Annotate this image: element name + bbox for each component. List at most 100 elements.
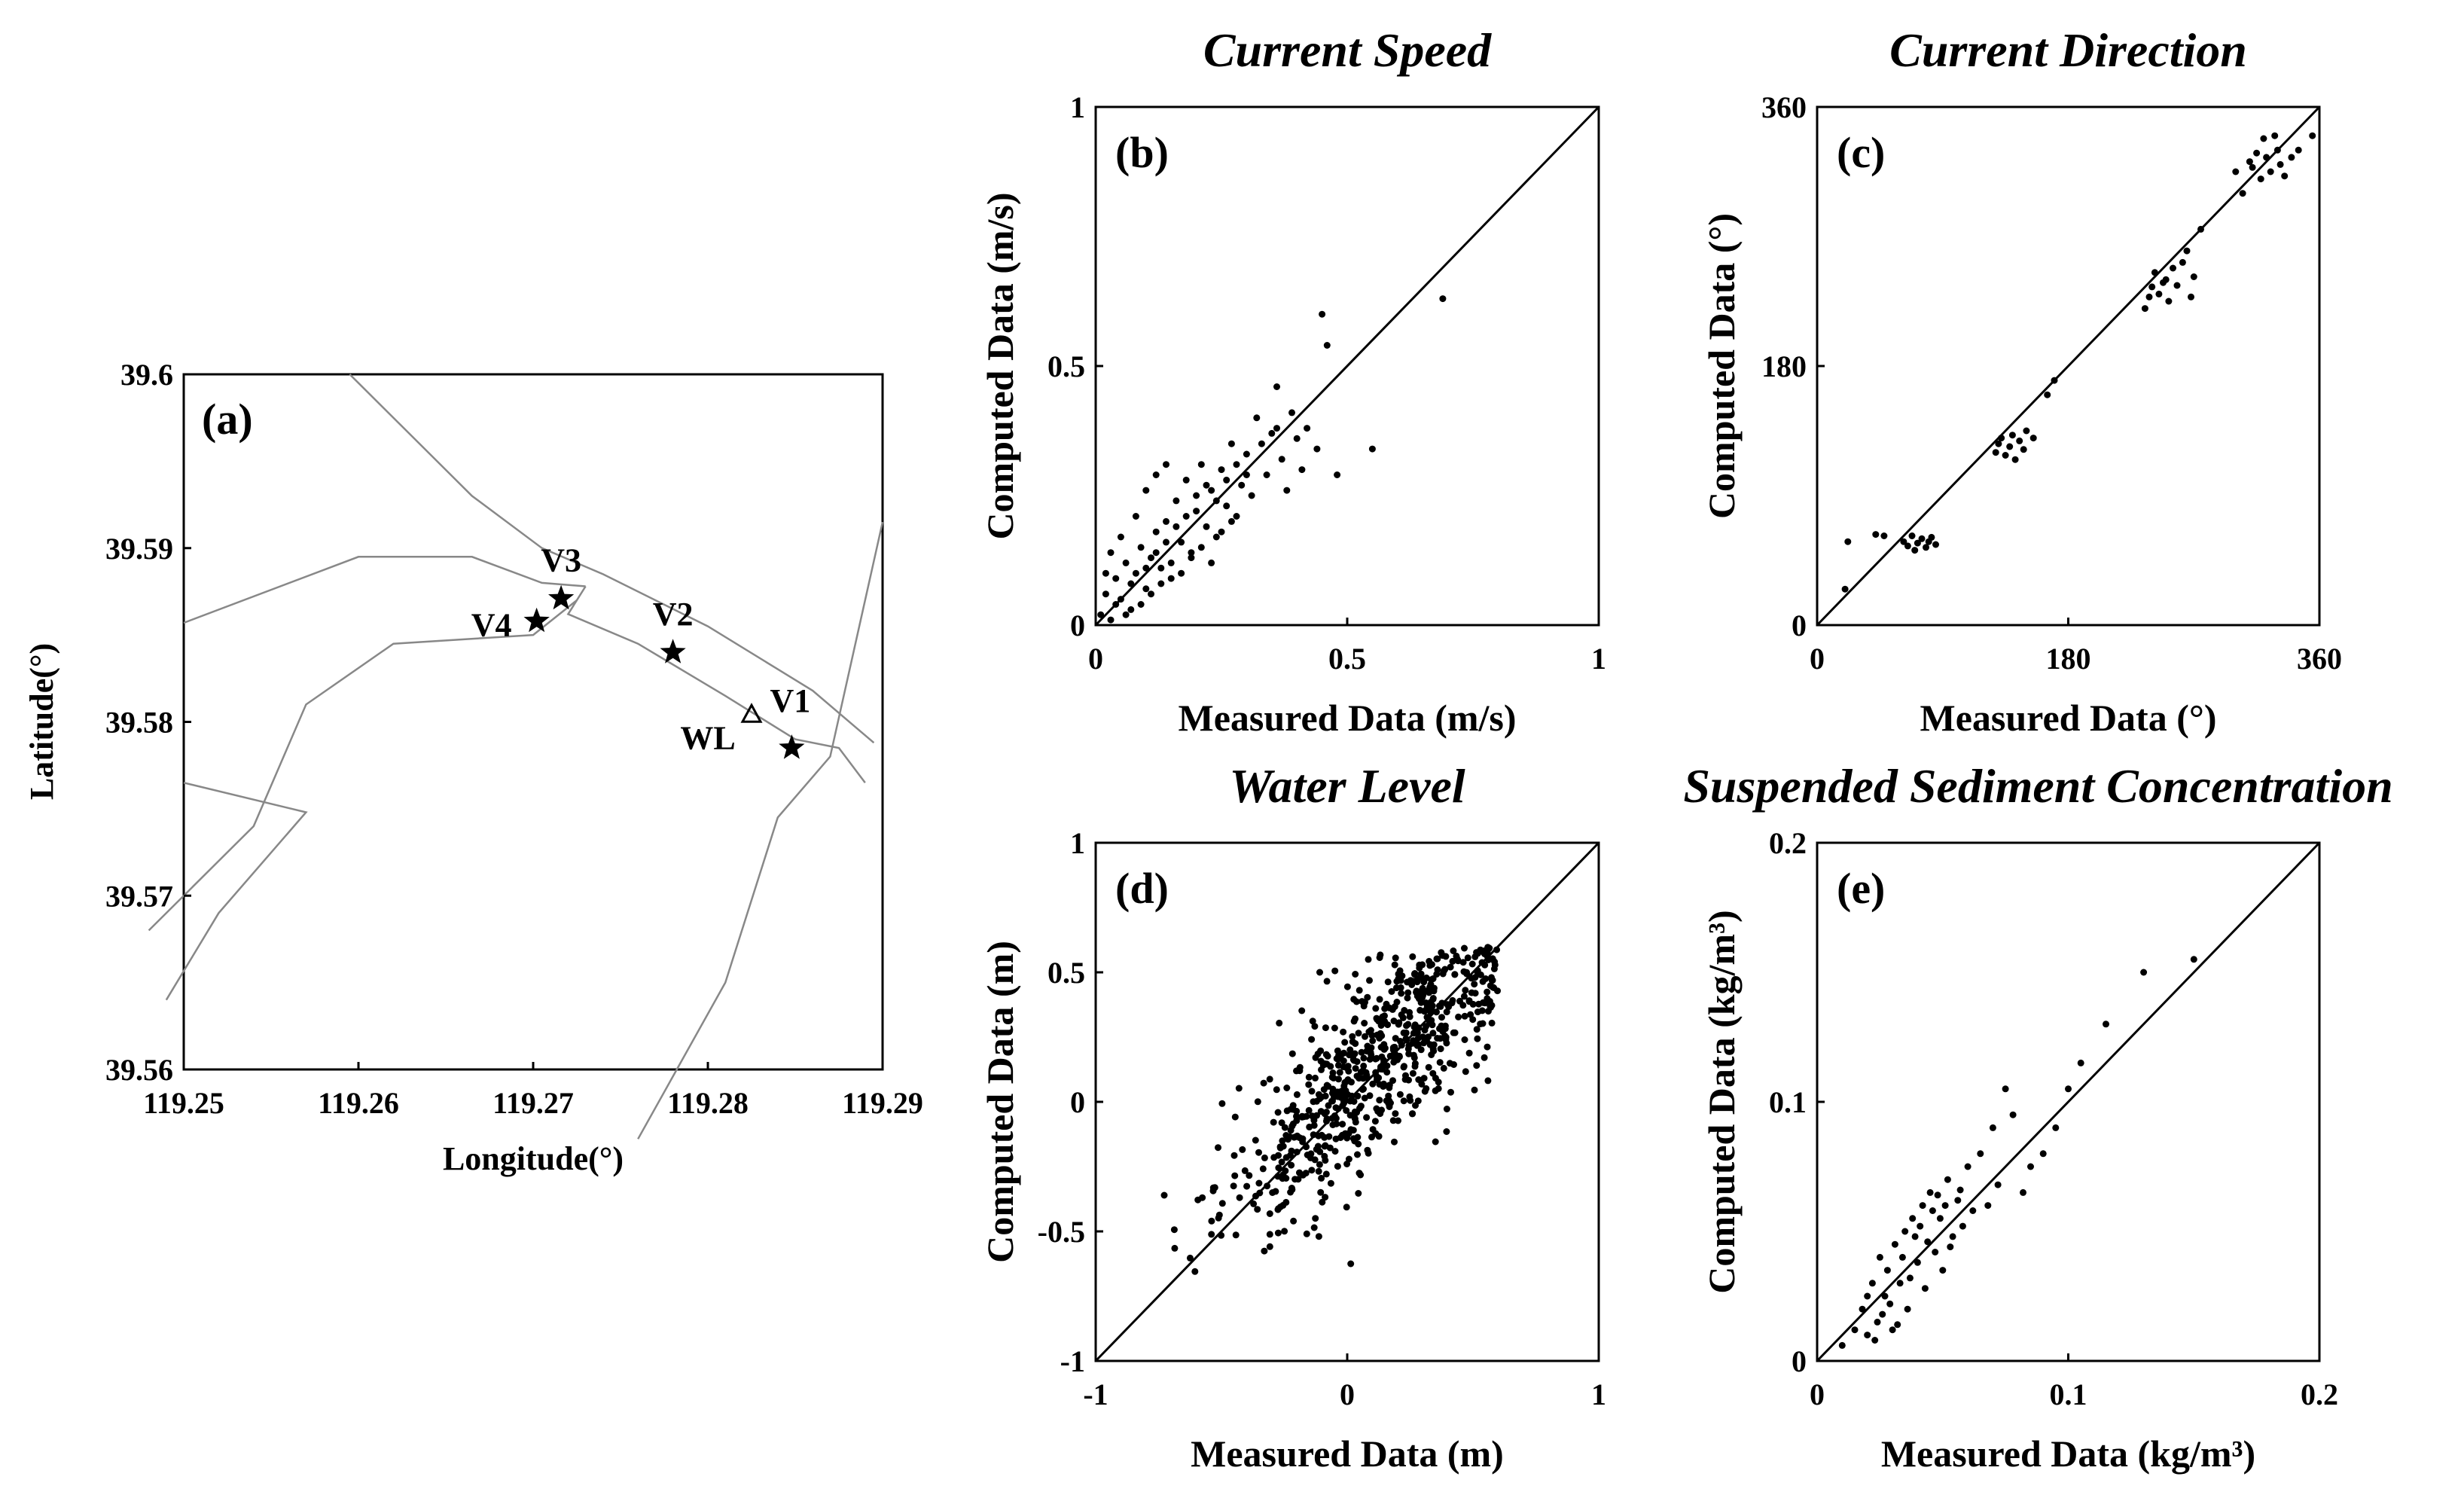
data-point: [1371, 1118, 1379, 1125]
data-point: [1355, 1030, 1362, 1037]
data-point: [1173, 497, 1180, 505]
data-point: [1391, 1138, 1398, 1146]
data-point: [1471, 981, 1478, 988]
data-point: [1264, 1182, 1271, 1190]
data-point: [1443, 1106, 1450, 1112]
x-tick-label: 0.1: [2050, 1377, 2087, 1411]
data-point: [1248, 492, 1255, 499]
panel-title: Current Speed: [1203, 23, 1492, 77]
data-point: [1348, 1092, 1356, 1100]
data-point: [1429, 1045, 1437, 1053]
data-point: [1142, 487, 1150, 494]
data-point: [2165, 297, 2173, 305]
data-point: [1323, 978, 1331, 985]
data-point: [1293, 435, 1301, 442]
panel-label: (d): [1115, 864, 1169, 913]
data-point: [1375, 1133, 1383, 1140]
data-point: [1397, 1038, 1404, 1045]
data-point: [1433, 1008, 1440, 1016]
data-point: [1243, 1182, 1251, 1190]
data-point: [1404, 1045, 1412, 1053]
data-point: [1864, 1332, 1871, 1339]
data-point: [1443, 1128, 1450, 1135]
data-point: [1481, 1054, 1488, 1061]
data-point: [2263, 154, 2270, 161]
data-point: [1401, 1007, 1408, 1014]
data-point: [1316, 969, 1323, 976]
data-point: [1406, 1093, 1413, 1100]
data-point: [1343, 1107, 1350, 1114]
data-point: [1439, 295, 1447, 303]
data-point: [1298, 1007, 1306, 1014]
data-point: [1255, 1149, 1262, 1156]
data-point: [1335, 1051, 1343, 1059]
data-point: [1395, 1117, 1401, 1124]
data-point: [1380, 1057, 1387, 1064]
data-point: [1345, 1067, 1352, 1075]
data-point: [1395, 1021, 1402, 1028]
data-point: [1995, 440, 2002, 447]
data-point: [1182, 513, 1190, 520]
data-point: [1361, 1094, 1368, 1102]
data-point: [1372, 1005, 1380, 1012]
data-point: [1188, 549, 1195, 557]
data-point: [1239, 1146, 1246, 1153]
data-point: [1904, 542, 1911, 550]
data-point: [1473, 1062, 1481, 1069]
coastline: [165, 782, 308, 1001]
data-point: [1443, 1039, 1450, 1047]
data-point: [1409, 953, 1416, 960]
data-point: [1409, 1039, 1416, 1047]
data-point: [1218, 1200, 1226, 1207]
x-tick-label: 0: [1810, 642, 1825, 676]
data-point: [1182, 476, 1190, 484]
data-point: [1377, 1022, 1385, 1029]
data-point: [1491, 961, 1499, 969]
data-point: [1102, 569, 1109, 577]
data-point: [1356, 1170, 1363, 1177]
data-point: [1303, 1143, 1310, 1151]
data-point: [1928, 533, 1935, 541]
data-point: [1193, 492, 1200, 499]
panel-label: (b): [1115, 128, 1169, 177]
data-point: [1223, 502, 1230, 510]
data-point: [1352, 1040, 1359, 1048]
data-point: [1296, 1065, 1304, 1072]
data-point: [1443, 1008, 1450, 1016]
data-point: [2052, 1124, 2060, 1131]
data-point: [1316, 1095, 1324, 1103]
data-point: [1117, 596, 1124, 603]
y-axis-label: Computed Data (m/s): [979, 192, 1021, 539]
data-point: [1157, 580, 1165, 587]
data-point: [1381, 1005, 1389, 1012]
data-point: [1389, 1077, 1396, 1085]
data-point: [1428, 1051, 1435, 1058]
data-point: [1362, 1033, 1368, 1040]
data-point: [1232, 1231, 1240, 1239]
data-point: [1409, 1069, 1416, 1077]
data-point: [1924, 1238, 1932, 1246]
data-point: [1266, 1243, 1273, 1250]
data-point: [1376, 996, 1383, 1003]
data-point: [1349, 1127, 1357, 1134]
data-point: [1266, 1210, 1273, 1217]
data-point: [1352, 998, 1360, 1005]
data-point: [1874, 1318, 1881, 1326]
x-tick-label: 0: [1340, 1377, 1355, 1411]
data-point: [1352, 971, 1359, 978]
data-point: [1360, 1054, 1368, 1062]
data-point: [1365, 956, 1372, 963]
data-point: [1465, 1049, 1473, 1057]
y-tick-label: 0: [1792, 609, 1807, 642]
data-point: [1260, 1079, 1267, 1087]
data-point: [1841, 585, 1849, 593]
data-point: [1376, 1097, 1383, 1104]
data-point: [1898, 1253, 1906, 1261]
y-tick-label: 0: [1070, 1085, 1085, 1119]
data-point: [2197, 225, 2204, 233]
data-point: [1426, 1019, 1433, 1027]
data-point: [1488, 974, 1495, 981]
data-point: [1316, 1161, 1323, 1168]
data-point: [1446, 1060, 1453, 1067]
data-point: [1450, 947, 1457, 954]
